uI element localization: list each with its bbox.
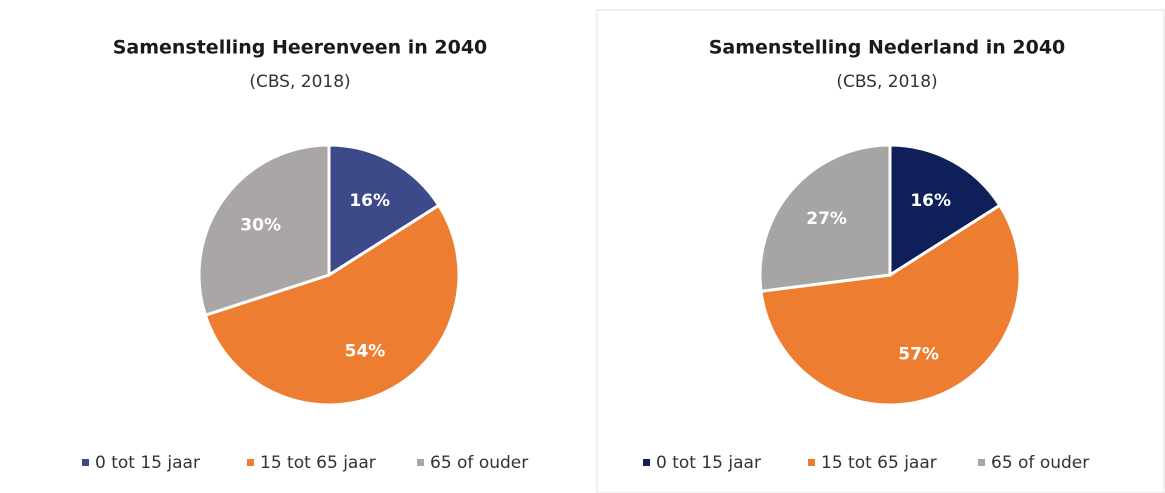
pie-slice bbox=[758, 143, 892, 293]
legend-label: 65 of ouder bbox=[991, 453, 1089, 473]
legend-label: 15 tot 65 jaar bbox=[260, 453, 376, 473]
data-label: 16% bbox=[349, 191, 390, 211]
pie-slice bbox=[759, 203, 1022, 407]
data-label: 30% bbox=[240, 215, 281, 235]
legend-marker bbox=[643, 459, 650, 466]
pie-slice bbox=[197, 143, 331, 318]
data-label: 57% bbox=[898, 345, 939, 365]
legend-marker bbox=[978, 459, 985, 466]
pie-slice bbox=[203, 203, 461, 407]
chart-title: Samenstelling Heerenveen in 2040 bbox=[113, 37, 488, 59]
pie-slice bbox=[327, 143, 441, 278]
legend-label: 0 tot 15 jaar bbox=[656, 453, 761, 473]
data-label: 16% bbox=[910, 191, 951, 211]
chart-subtitle: (CBS, 2018) bbox=[249, 72, 350, 92]
chart-subtitle: (CBS, 2018) bbox=[836, 72, 937, 92]
legend-label: 65 of ouder bbox=[430, 453, 528, 473]
data-label: 54% bbox=[345, 341, 386, 361]
legend-label: 15 tot 65 jaar bbox=[821, 453, 937, 473]
legend-marker bbox=[247, 459, 254, 466]
data-label: 27% bbox=[806, 209, 847, 229]
legend-marker bbox=[417, 459, 424, 466]
chart-title: Samenstelling Nederland in 2040 bbox=[709, 37, 1066, 59]
legend-marker bbox=[808, 459, 815, 466]
legend-label: 0 tot 15 jaar bbox=[95, 453, 200, 473]
panel-border bbox=[596, 9, 1165, 493]
legend-marker bbox=[82, 459, 89, 466]
pie-slice bbox=[888, 143, 1002, 278]
